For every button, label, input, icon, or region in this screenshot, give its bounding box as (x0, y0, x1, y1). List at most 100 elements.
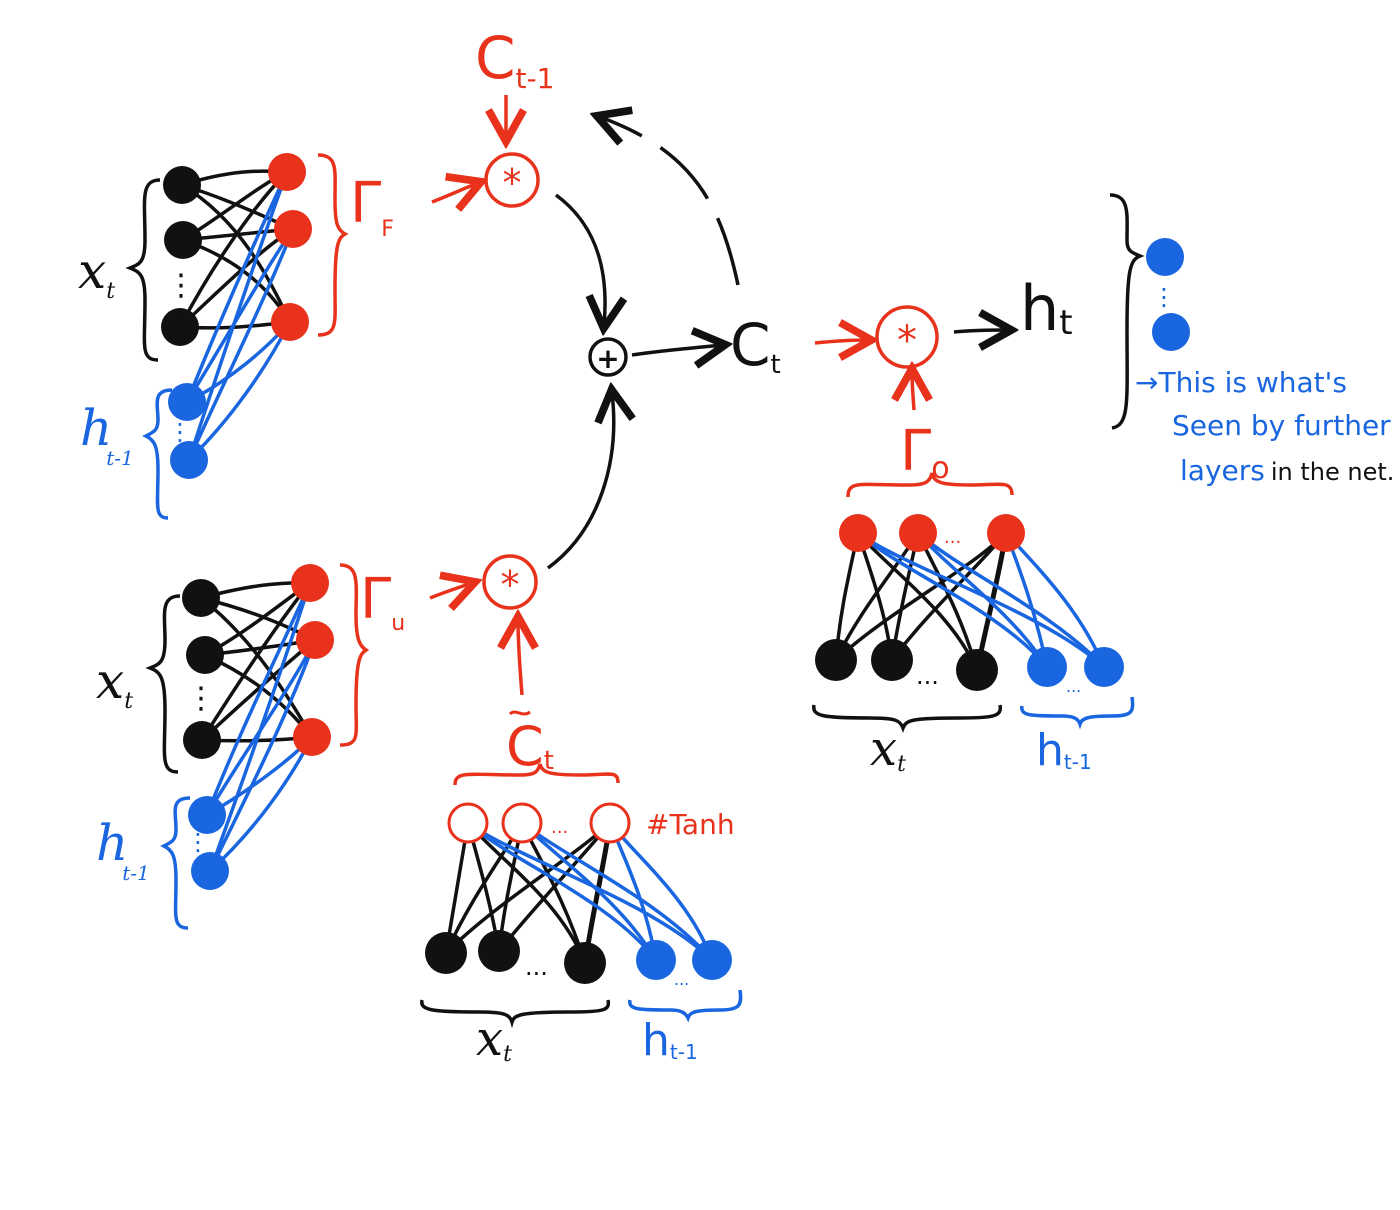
brace-h (628, 989, 743, 1023)
output-gate-nodes (815, 514, 1124, 691)
ellipsis-h: ... (674, 970, 689, 989)
h-label: ht-1 (1036, 725, 1092, 776)
gamma-o-label: Γo (900, 419, 950, 486)
x-label: xt (870, 721, 906, 777)
brace-ctilde (453, 763, 620, 786)
hidden-input-node (1027, 647, 1067, 687)
output-multiply-node: * (875, 305, 939, 369)
ht-label: ht (1020, 272, 1073, 345)
output-note: →This is what's Seen by further layers in… (1135, 366, 1394, 487)
forget-to-add-arrow (554, 193, 605, 325)
hidden-input-node (692, 940, 732, 980)
hidden-input-node (191, 852, 229, 890)
candidate-network: ... ... ... #Tanh xt ht-1 (420, 802, 743, 1067)
ellipsis-h: ... (1066, 677, 1081, 696)
update-multiply-node: * (482, 554, 538, 610)
input-node (564, 942, 606, 984)
note-line-2: Seen by further (1172, 409, 1391, 442)
gate-node (987, 514, 1025, 552)
brace-output (1109, 193, 1145, 430)
output-to-ht-arrow (953, 330, 1008, 332)
add-node: + (588, 337, 628, 377)
update-to-add-arrow (546, 393, 614, 570)
gamma-o-arrow (912, 372, 914, 411)
svg-text:*: * (897, 318, 917, 364)
hidden-input-node (1084, 647, 1124, 687)
vdots-h: ⋮ (186, 828, 210, 856)
gate-node (268, 153, 306, 191)
ctilde-label: Ct (506, 715, 554, 778)
candidate-nodes (425, 802, 732, 984)
brace-gate (317, 153, 349, 337)
input-node (871, 639, 913, 681)
ellipsis-gate: ... (944, 527, 961, 548)
svg-text:+: + (596, 342, 619, 375)
input-node (425, 932, 467, 974)
output-gate-network: Γo .. (812, 372, 1135, 777)
h-label: ht-1 (642, 1015, 698, 1066)
ellipsis-x: ... (916, 662, 939, 690)
add-to-ct-arrow (631, 345, 722, 355)
gamma-f-label: ΓF (350, 171, 394, 242)
vdots-output: ⋮ (1152, 283, 1176, 311)
gamma-u-label: Γu (360, 567, 405, 636)
ct-to-output-arrow (814, 340, 868, 343)
gate-node (899, 514, 937, 552)
tanh-node (501, 802, 543, 844)
output-node (1152, 313, 1190, 351)
ellipsis-x: ... (525, 953, 548, 981)
note-line-3: layers in the net. (1180, 454, 1394, 487)
input-node (163, 166, 201, 204)
brace-x (145, 594, 181, 774)
vdots-x: ⋮ (186, 681, 216, 716)
ct-feedback-arrow (600, 117, 740, 286)
ct-label: Ct (730, 311, 781, 380)
svg-text:*: * (503, 161, 522, 205)
brace-gate (339, 563, 370, 747)
forget-gate-network: ⋮ ⋮ xt h t-1 (78, 153, 349, 520)
ctilde-to-update-arrow (518, 620, 522, 696)
note-line-1: →This is what's (1135, 366, 1347, 399)
forget-multiply-node: * (484, 152, 540, 208)
x-label: xt (476, 1011, 512, 1067)
tanh-node (589, 802, 631, 844)
update-gate-nodes (182, 564, 334, 890)
input-node (182, 579, 220, 617)
svg-text:*: * (501, 563, 520, 607)
input-node (956, 649, 998, 691)
gate-node (291, 564, 329, 602)
brace-gamma-o (846, 472, 1014, 498)
input-node (164, 221, 202, 259)
ctilde-tilde (508, 710, 531, 716)
forget-gate-nodes (161, 153, 312, 479)
input-node (815, 639, 857, 681)
tanh-node (447, 802, 489, 844)
output-node (1146, 238, 1184, 276)
brace-x (420, 999, 611, 1029)
gamma-u-arrow (429, 583, 472, 598)
output-layer: ⋮ (1109, 193, 1190, 430)
brace-x (125, 178, 161, 362)
x-label: xt (78, 242, 115, 304)
gate-node (293, 718, 331, 756)
input-node (478, 930, 520, 972)
brace-x (812, 704, 1003, 733)
tanh-note: #Tanh (646, 808, 735, 841)
input-node (183, 721, 221, 759)
hidden-input-node (636, 940, 676, 980)
update-gate-network: ⋮ ⋮ xt h t-1 (96, 563, 370, 930)
vdots-h: ⋮ (168, 418, 192, 446)
brace-h (1020, 696, 1135, 730)
gate-node (839, 514, 877, 552)
gate-node (296, 621, 334, 659)
input-node (186, 636, 224, 674)
brace-h (160, 796, 191, 930)
c-prev-label: Ct-1 (475, 24, 554, 95)
vdots-x: ⋮ (166, 268, 196, 303)
gate-node (274, 210, 312, 248)
x-label: xt (96, 652, 133, 714)
hidden-input-node (168, 383, 206, 421)
